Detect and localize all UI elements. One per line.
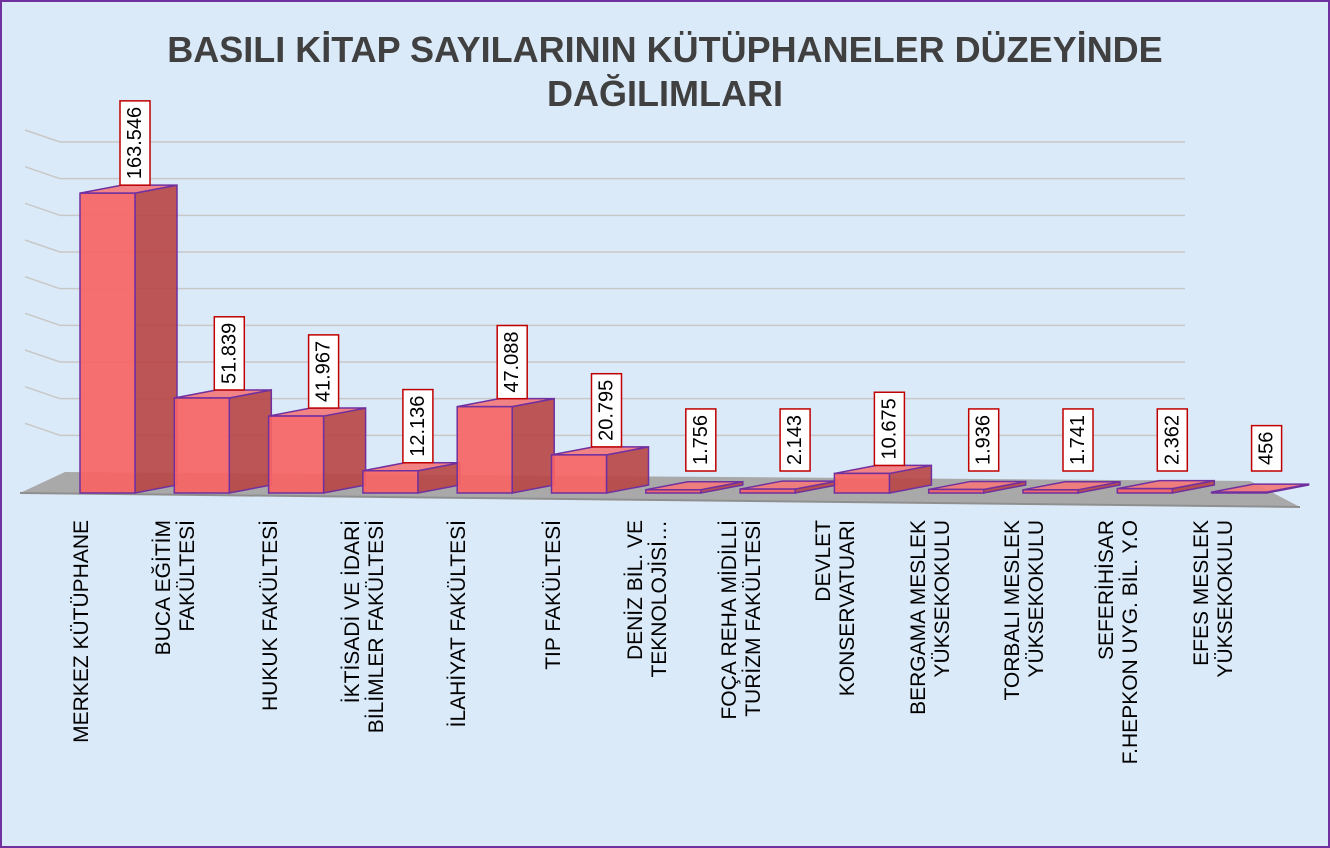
bar	[645, 489, 702, 494]
x-tick-label: DENİZ BİL. VE TEKNOLOJİSİ…	[623, 520, 671, 678]
x-tick-label: EFES MESLEK YÜKSEKOKULU	[1189, 520, 1237, 678]
value-label: 51.839	[213, 316, 246, 391]
value-label-text: 20.795	[596, 380, 618, 441]
bar	[833, 472, 891, 494]
value-label-box	[402, 388, 434, 464]
value-label-text: 1.741	[1067, 415, 1089, 465]
value-label: 41.967	[307, 334, 340, 409]
value-label: 1.741	[1062, 408, 1094, 472]
x-tick-label: İLAHİYAT FAKÜLTESİ	[447, 520, 471, 728]
bar	[927, 488, 985, 494]
value-label-box	[590, 372, 623, 448]
value-label-text: 2.143	[784, 415, 806, 465]
value-label: 2.143	[779, 408, 811, 472]
value-label: 2.362	[1156, 408, 1189, 472]
value-label-text: 41.967	[313, 341, 335, 402]
grid-line	[24, 312, 61, 327]
value-label: 10.675	[873, 391, 906, 467]
value-label-box	[213, 316, 246, 391]
value-label-box	[873, 391, 906, 467]
value-label-box	[307, 334, 340, 409]
value-label-box	[119, 100, 151, 186]
value-label-text: 51.839	[218, 323, 240, 384]
value-label-text: 1.936	[973, 415, 995, 465]
x-tick-label: MERKEZ KÜTÜPHANE	[70, 520, 93, 743]
value-label: 1.756	[685, 408, 717, 472]
chart-title: BASILI KİTAP SAYILARININ KÜTÜPHANELER DÜ…	[167, 29, 1163, 114]
bar-side	[134, 184, 178, 494]
value-label: 163.546	[119, 100, 151, 186]
x-tick-label: SEFERİHİSAR F.HEPKON UYG. BİL. Y.O	[1095, 520, 1143, 765]
value-label: 1.936	[967, 408, 1000, 472]
value-label: 47.088	[496, 324, 528, 400]
x-tick-label: BUCA EĞİTİM FAKÜLTESİ	[152, 520, 200, 656]
x-tick-label: DEVLET KONSERVATUARI	[812, 520, 860, 697]
value-label: 20.795	[590, 372, 623, 448]
x-tick-label: FOÇA REHA MİDİLLİ TURİZM FAKÜLTESİ	[718, 520, 766, 720]
bar	[456, 405, 513, 494]
grid-line	[24, 275, 61, 290]
value-label-text: 163.546	[124, 107, 146, 179]
grid-line	[24, 165, 61, 180]
x-tick-label: TIP FAKÜLTESİ	[541, 520, 565, 670]
value-label: 12.136	[402, 388, 434, 464]
grid-line	[24, 202, 61, 217]
value-label-text: 47.088	[501, 332, 523, 393]
value-label-box	[1062, 408, 1094, 472]
bar	[1116, 487, 1174, 494]
bar-side	[228, 389, 273, 494]
grid-line	[24, 129, 61, 143]
grid-line	[24, 349, 61, 363]
value-label-text: 10.675	[878, 398, 900, 459]
value-label-text: 2.362	[1161, 415, 1183, 465]
value-label-box	[685, 408, 717, 472]
bar-side	[322, 407, 367, 494]
grid-line	[24, 239, 61, 253]
value-label-text: 1.756	[690, 415, 712, 465]
bar	[550, 454, 608, 494]
value-label-box	[496, 324, 528, 400]
x-tick-label: İKTİSADİ VE İDARİ BİLİMLER FAKÜLTESİ	[340, 520, 388, 734]
bar	[1210, 491, 1268, 494]
x-tick-label: BERGAMA MESLEK YÜKSEKOKULU	[906, 520, 954, 715]
x-tick-label: TORBALI MESLEK YÜKSEKOKULU	[1001, 520, 1048, 701]
value-label-box	[1156, 408, 1189, 472]
value-label-text: 456	[1256, 432, 1278, 465]
value-label-box	[1250, 424, 1283, 472]
value-label-box	[967, 408, 1000, 472]
bar	[267, 415, 325, 494]
bar	[362, 470, 419, 494]
value-label-box	[779, 408, 811, 472]
bar	[79, 192, 136, 494]
x-tick-label: HUKUK FAKÜLTESİ	[258, 520, 282, 711]
grid-line	[24, 422, 61, 437]
floor-edge	[19, 492, 1301, 508]
grid-line	[24, 385, 61, 400]
bar	[173, 397, 231, 494]
value-label: 456	[1250, 424, 1283, 472]
bar-side	[511, 397, 555, 494]
value-label-text: 12.136	[407, 396, 429, 457]
bar	[739, 488, 796, 494]
bar	[1022, 489, 1079, 494]
